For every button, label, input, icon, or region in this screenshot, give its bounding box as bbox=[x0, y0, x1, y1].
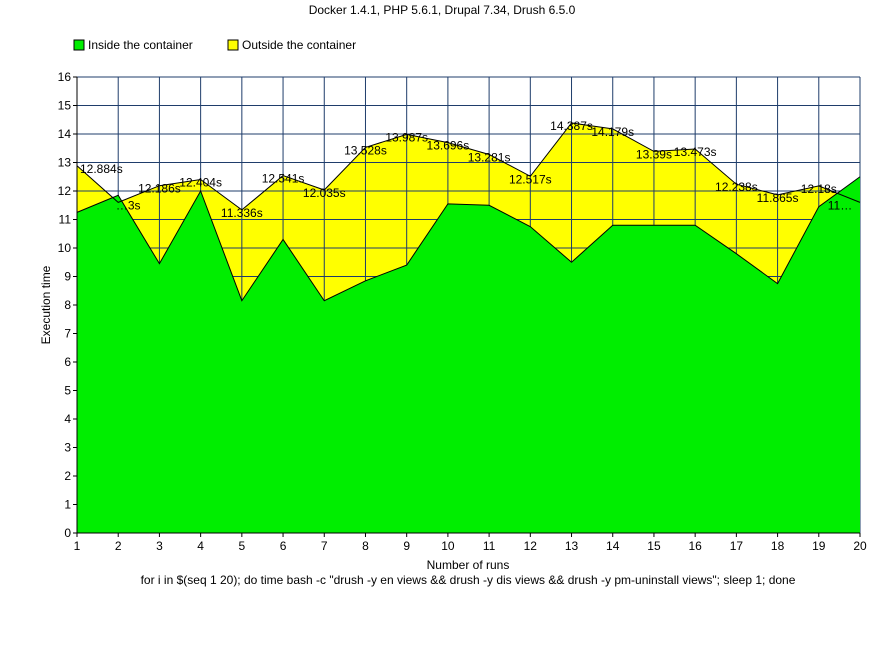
data-label-16: 13.473s bbox=[674, 145, 717, 159]
y-tick-label-6: 6 bbox=[64, 355, 71, 369]
legend: Inside the container Outside the contain… bbox=[73, 38, 356, 52]
data-label-20: 11… bbox=[828, 198, 852, 212]
data-label-14: 14.179s bbox=[591, 125, 634, 139]
y-tick-label-13: 13 bbox=[58, 156, 72, 170]
data-label-13: 14.387s bbox=[550, 119, 593, 133]
legend-swatch-inside bbox=[73, 39, 85, 51]
x-tick-label-12: 12 bbox=[524, 539, 538, 553]
x-tick-label-20: 20 bbox=[853, 539, 867, 553]
x-tick-label-7: 7 bbox=[321, 539, 328, 553]
x-tick-label-19: 19 bbox=[812, 539, 826, 553]
data-label-18: 11.865s bbox=[757, 191, 799, 205]
chart-subtitle: for i in $(seq 1 20); do time bash -c "d… bbox=[141, 573, 796, 587]
data-label-2: …3s bbox=[116, 198, 141, 212]
data-label-19: 12.18s bbox=[801, 182, 837, 196]
y-axis-title: Execution time bbox=[39, 265, 53, 344]
data-label-3: 12.186s bbox=[138, 182, 181, 196]
y-tick-label-12: 12 bbox=[58, 184, 72, 198]
data-label-15: 13.39s bbox=[636, 147, 672, 161]
data-label-17: 12.238s bbox=[715, 180, 758, 194]
y-tick-label-11: 11 bbox=[59, 213, 72, 227]
x-tick-label-16: 16 bbox=[688, 539, 702, 553]
data-label-8: 13.528s bbox=[344, 143, 387, 157]
x-tick-label-17: 17 bbox=[730, 539, 744, 553]
data-label-11: 13.281s bbox=[468, 150, 511, 164]
y-tick-label-8: 8 bbox=[64, 298, 71, 312]
data-label-4: 12.404s bbox=[179, 175, 222, 189]
y-tick-label-2: 2 bbox=[64, 469, 71, 483]
legend-label-outside: Outside the container bbox=[242, 38, 356, 52]
data-label-10: 13.696s bbox=[427, 139, 470, 153]
x-tick-label-3: 3 bbox=[156, 539, 163, 553]
x-tick-label-14: 14 bbox=[606, 539, 620, 553]
data-label-5: 11.336s bbox=[221, 206, 263, 220]
y-tick-label-7: 7 bbox=[64, 327, 71, 341]
x-tick-label-5: 5 bbox=[238, 539, 245, 553]
x-tick-label-4: 4 bbox=[197, 539, 204, 553]
data-label-12: 12.517s bbox=[509, 172, 552, 186]
legend-label-inside: Inside the container bbox=[88, 38, 193, 52]
y-tick-label-4: 4 bbox=[64, 412, 71, 426]
x-axis-title: Number of runs bbox=[427, 558, 510, 572]
y-tick-label-5: 5 bbox=[64, 384, 71, 398]
y-tick-label-16: 16 bbox=[58, 70, 72, 84]
x-tick-label-10: 10 bbox=[441, 539, 455, 553]
y-tick-label-1: 1 bbox=[64, 498, 71, 512]
x-tick-label-13: 13 bbox=[565, 539, 579, 553]
x-tick-label-2: 2 bbox=[115, 539, 122, 553]
area-inside-container bbox=[77, 176, 860, 533]
x-tick-label-6: 6 bbox=[280, 539, 287, 553]
y-tick-label-10: 10 bbox=[58, 241, 72, 255]
line-inside-container bbox=[76, 176, 861, 302]
x-tick-label-18: 18 bbox=[771, 539, 785, 553]
y-tick-label-15: 15 bbox=[58, 99, 72, 113]
y-tick-label-9: 9 bbox=[64, 270, 71, 284]
y-tick-label-3: 3 bbox=[64, 441, 71, 455]
data-label-1: 12.884s bbox=[80, 162, 123, 176]
x-tick-label-1: 1 bbox=[74, 539, 81, 553]
x-tick-label-15: 15 bbox=[647, 539, 661, 553]
legend-swatch-outside bbox=[227, 39, 239, 51]
data-label-6: 12.541s bbox=[262, 172, 305, 186]
x-tick-label-8: 8 bbox=[362, 539, 369, 553]
chart-title: Docker 1.4.1, PHP 5.6.1, Drupal 7.34, Dr… bbox=[309, 3, 576, 17]
y-tick-label-14: 14 bbox=[58, 127, 72, 141]
y-tick-label-0: 0 bbox=[64, 526, 71, 540]
x-tick-label-11: 11 bbox=[483, 539, 496, 553]
data-label-7: 12.035s bbox=[303, 186, 346, 200]
x-tick-label-9: 9 bbox=[403, 539, 410, 553]
data-label-9: 13.987s bbox=[385, 130, 428, 144]
line-outside-container bbox=[76, 122, 861, 211]
